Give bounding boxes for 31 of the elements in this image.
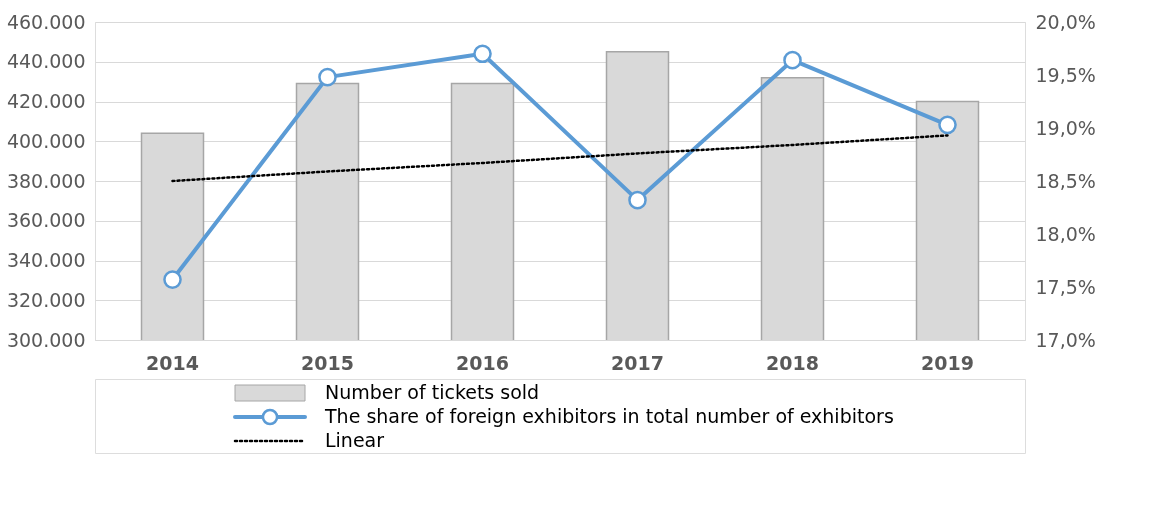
point: [163, 270, 182, 289]
x-tick-label: 2017: [611, 351, 664, 374]
y2-tick-label: 19,0%: [1035, 116, 1096, 139]
legend-label: Linear: [325, 429, 385, 451]
y2-tick-label: 20,0%: [1035, 10, 1096, 33]
y-tick-label: 300.000: [6, 328, 86, 351]
y-tick-label: 360.000: [6, 209, 86, 232]
y-tick-label: 440.000: [6, 50, 86, 73]
x-tick-label: 2019: [921, 351, 974, 374]
y2-tick-label: 18,0%: [1035, 222, 1096, 245]
x-tick-label: 2014: [146, 351, 199, 374]
y-tick-label: 320.000: [6, 288, 86, 311]
y2-tick-label: 18,5%: [1035, 169, 1096, 192]
y2-tick-label: 19,5%: [1035, 63, 1096, 86]
y-tick-label: 460.000: [6, 10, 86, 33]
legend-label: The share of foreign exhibitors in total number of exhibitors: [324, 405, 894, 427]
point: [318, 67, 337, 87]
x-tick-label: 2015: [301, 351, 354, 374]
y-tick-label: 340.000: [6, 249, 86, 271]
y-tick-label: 380.000: [6, 169, 86, 192]
y-tick-label: 400.000: [6, 129, 86, 152]
y-tick-label: 420.000: [6, 90, 86, 112]
point: [783, 50, 802, 70]
point: [628, 190, 647, 210]
y2-tick-label: 17,0%: [1035, 328, 1096, 351]
x-tick-label: 2016: [456, 351, 509, 374]
legend-label: Number of tickets sold: [325, 381, 540, 403]
point: [473, 44, 492, 64]
y2-tick-label: 17,5%: [1035, 275, 1096, 298]
x-tick-label: 2018: [766, 351, 819, 374]
point: [938, 115, 957, 135]
